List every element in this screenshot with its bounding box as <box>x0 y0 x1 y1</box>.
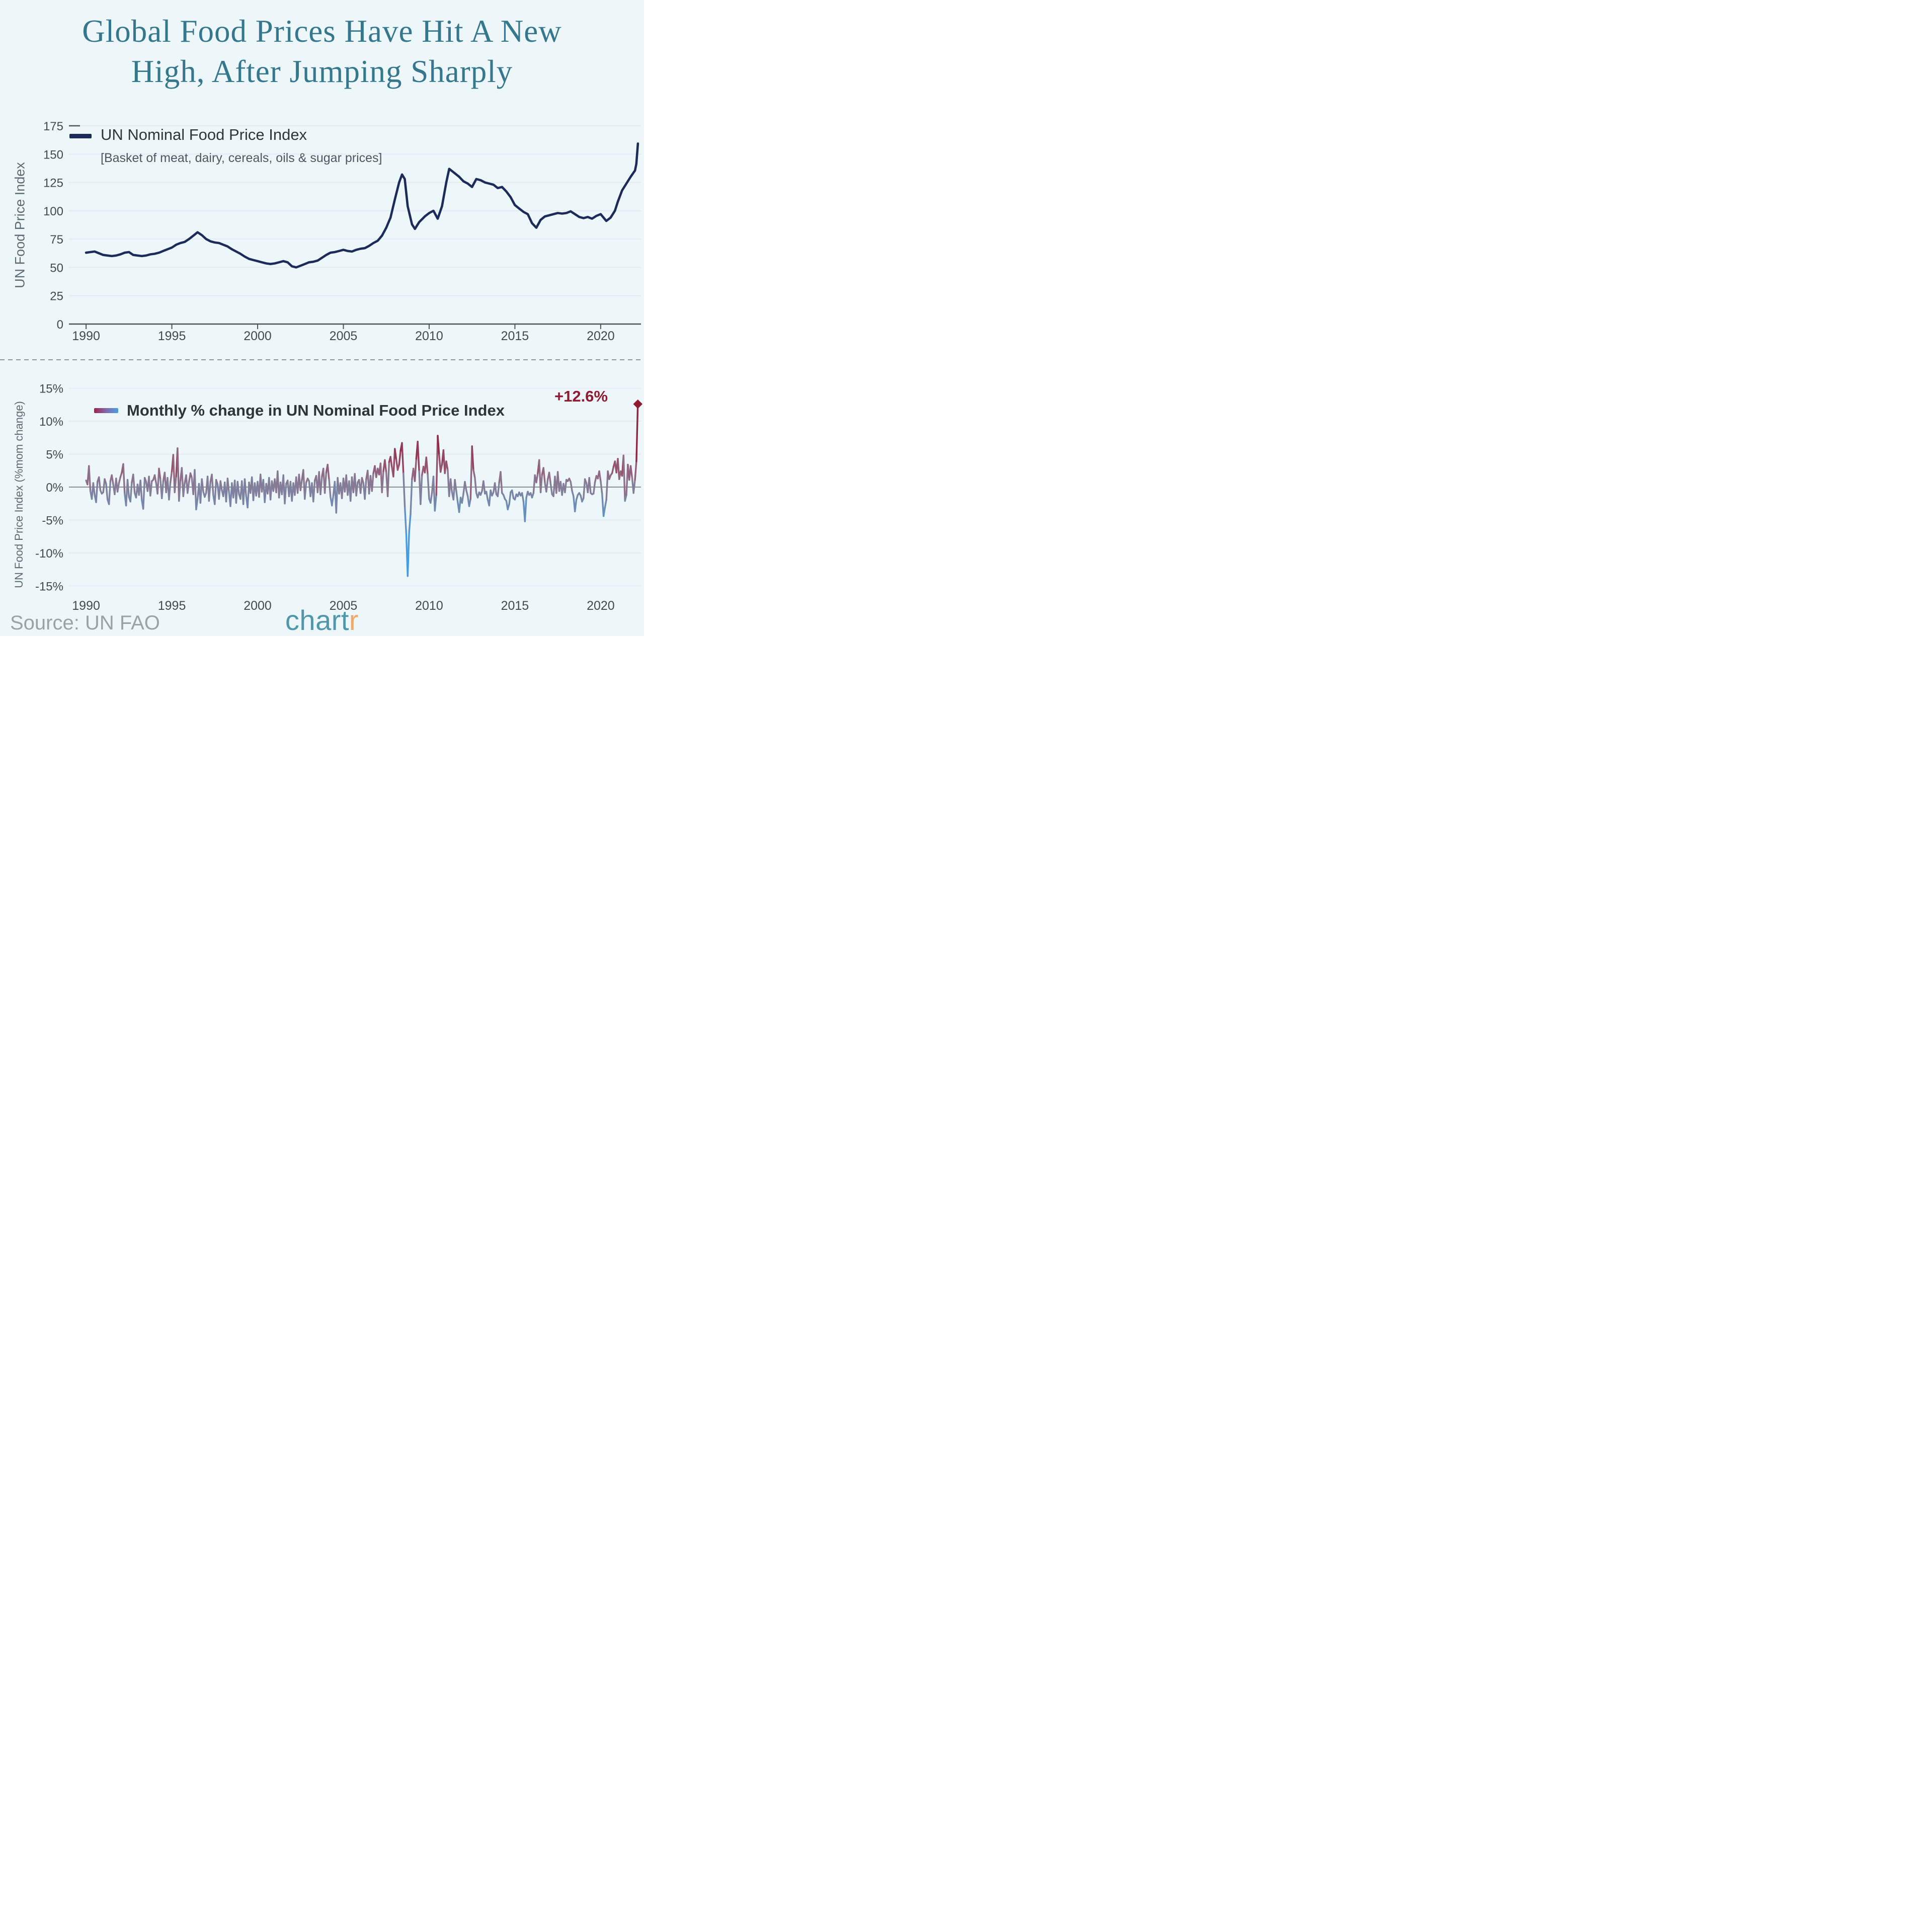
y-tick-label: 50 <box>50 261 63 275</box>
top-chart-legend: UN Nominal Food Price Index [Basket of m… <box>69 126 382 166</box>
y-tick-label: 125 <box>43 177 63 190</box>
top-chart-index-line: 0 25 50 75 100 125 150 175 1990 1995 2000 2005 2010 2… <box>0 106 644 348</box>
x-tick-label: 1995 <box>158 599 186 613</box>
x-tick-label: 2000 <box>244 329 272 343</box>
x-tick-label: 2015 <box>501 599 529 613</box>
page-title: Global Food Prices Have Hit A New High, A… <box>0 11 644 92</box>
y-tick-label: 0 <box>57 318 63 332</box>
x-tick-label: 2010 <box>415 599 443 613</box>
x-tick-label: 2010 <box>415 329 443 343</box>
x-tick-label: 2020 <box>587 599 615 613</box>
bottom-chart-plot: 15% 10% 5% 0% -5% -10% -15% 1990 1995 2000 2005 201… <box>35 382 642 613</box>
infographic-page: Global Food Prices Have Hit A New High, A… <box>0 0 644 636</box>
top-legend-sublabel: [Basket of meat, dairy, cereals, oils & … <box>101 151 382 165</box>
monthly-change-line <box>85 403 639 577</box>
section-divider-dashed <box>0 359 644 360</box>
y-tick-label: 150 <box>43 148 63 162</box>
x-tick-label: 1990 <box>72 599 100 613</box>
y-axis-label-bottom: UN Food Price Index (%mom change) <box>13 401 25 588</box>
legend-swatch-navy <box>69 133 92 138</box>
y-tick-label: 100 <box>43 205 63 218</box>
title-line-2: High, After Jumping Sharply <box>131 54 513 89</box>
x-tick-label: 1990 <box>72 329 100 343</box>
x-tick-label: 2005 <box>330 329 358 343</box>
diamond-marker <box>633 399 642 409</box>
bottom-legend-label: Monthly % change in UN Nominal Food Pric… <box>127 402 505 419</box>
y-tick-label: 5% <box>46 448 63 462</box>
top-legend-label: UN Nominal Food Price Index <box>101 126 307 143</box>
x-tick-label: 1995 <box>158 329 186 343</box>
top-chart-plot: 0 25 50 75 100 125 150 175 1990 1995 2000 2005 2010 2… <box>43 120 641 343</box>
source-credit: Source: UN FAO <box>10 612 160 634</box>
x-tick-label: 2005 <box>330 599 358 613</box>
y-tick-label: 15% <box>39 382 63 396</box>
legend-swatch-gradient <box>94 408 118 413</box>
y-tick-label: 25 <box>50 290 63 303</box>
food-price-index-line <box>85 142 639 269</box>
y-tick-label: 75 <box>50 233 63 247</box>
bottom-chart-legend: Monthly % change in UN Nominal Food Pric… <box>94 402 505 420</box>
y-tick-label: 175 <box>43 120 63 133</box>
y-tick-label: 0% <box>46 481 63 495</box>
y-tick-label: 10% <box>39 415 63 429</box>
chartr-logo: chartr <box>0 604 644 636</box>
logo-text-chart: chart <box>285 604 349 636</box>
peak-annotation: +12.6% <box>554 387 608 405</box>
x-tick-label: 2015 <box>501 329 529 343</box>
x-tick-label: 2000 <box>244 599 272 613</box>
y-axis-label-top: UN Food Price Index <box>12 162 28 288</box>
y-tick-label: -5% <box>42 514 63 527</box>
bottom-chart-monthly-change: 15% 10% 5% 0% -5% -10% -15% 1990 1995 2000 2005 201… <box>0 373 644 615</box>
y-tick-label: -15% <box>35 580 63 593</box>
title-line-1: Global Food Prices Have Hit A New <box>82 14 562 49</box>
y-tick-label: -10% <box>35 547 63 561</box>
logo-text-r: r <box>349 604 359 636</box>
x-tick-label: 2020 <box>587 329 615 343</box>
